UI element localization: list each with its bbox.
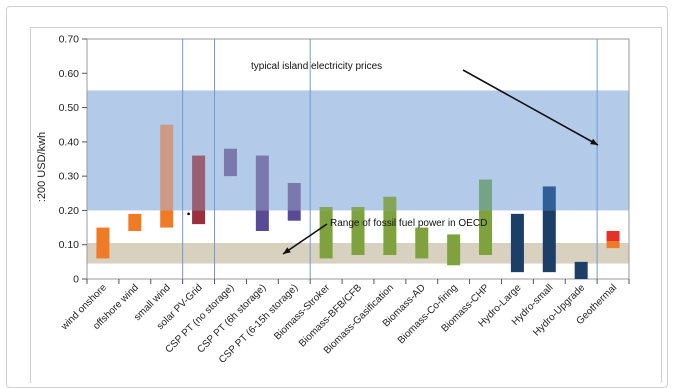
bar-biomass-chp	[479, 210, 493, 255]
bar-csp-pt-6h-storage-	[255, 155, 269, 211]
bar-biomass-co-firing	[447, 234, 461, 266]
y-tick-label: 0.50	[59, 102, 80, 114]
bar-hydro-upgrade	[574, 261, 588, 279]
bar-solar-pv-grid	[192, 155, 206, 211]
bar-small-wind	[160, 210, 174, 228]
y-tick-label: 0.40	[59, 136, 80, 148]
bar-geothermal	[606, 231, 620, 242]
bar-biomass-stroker	[319, 207, 333, 211]
bar-csp-pt-no-storage-	[223, 148, 237, 177]
bar-biomass-bfb-cfb	[351, 207, 365, 211]
bar-geothermal	[606, 241, 620, 249]
y-axis-label: :200 USD/kwh	[36, 132, 48, 202]
bar-biomass-gasification	[383, 196, 397, 211]
y-tick-label: 0.10	[59, 239, 80, 251]
chart-area: 0 0.10 0.20 0.30 0.40 0.50 0.60 0.70 wind onshor…	[30, 27, 662, 383]
marker-dot	[187, 212, 190, 216]
arrow-fossil-fuel	[282, 223, 328, 255]
y-tick-label: 0.70	[59, 34, 80, 46]
bar-csp-pt-6-15h-storage-	[287, 210, 301, 221]
bar-wind-onshore	[96, 227, 110, 259]
bar-small-wind	[160, 124, 174, 211]
bar-biomass-stroker	[319, 210, 333, 259]
bar-hydro-small	[542, 210, 556, 273]
bar-csp-pt-6-15h-storage-	[287, 183, 301, 211]
x-tick-label: Biomass-Co-firing	[396, 282, 460, 346]
bar-biomass-gasification	[383, 210, 397, 255]
bar-biomass-chp	[479, 179, 493, 211]
bar-hydro-large	[510, 213, 524, 273]
bar-biomass-bfb-cfb	[351, 210, 365, 255]
x-tick-label: Biomass-Stroker	[272, 282, 333, 343]
arrow-fossil-fuel-head	[283, 247, 291, 254]
bar-offshore-wind	[128, 213, 142, 231]
y-tick-label: 0	[73, 274, 79, 286]
bar-hydro-small	[542, 186, 556, 211]
y-tick-label: 0.30	[59, 171, 80, 183]
y-tick-label: 0.60	[59, 68, 80, 80]
bar-csp-pt-6h-storage-	[255, 210, 269, 231]
arrow-island-prices	[462, 69, 599, 146]
bar-biomass-ad	[415, 227, 429, 259]
y-tick-label: 0.20	[59, 205, 80, 217]
island-price-band	[87, 90, 629, 211]
arrow-island-prices-head	[590, 138, 598, 145]
bar-solar-pv-grid	[192, 210, 206, 225]
annotation-fossil-fuel: Range of fossil fuel power in OECD	[330, 218, 487, 229]
annotation-island-prices: typical island electricity prices	[251, 61, 382, 72]
